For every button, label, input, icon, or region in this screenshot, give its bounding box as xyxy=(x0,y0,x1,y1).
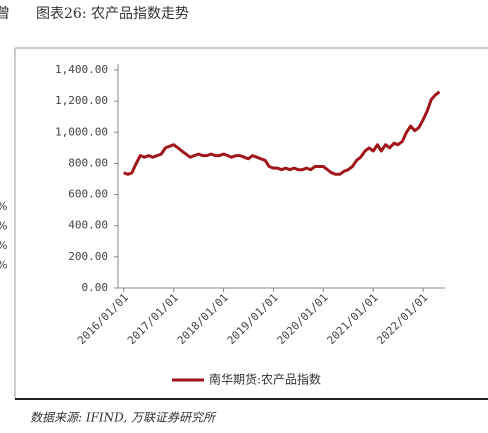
x-tick-label: 2017/01/01 xyxy=(125,291,181,347)
left-fragment: % xyxy=(0,239,7,252)
header-fragment: 曾 xyxy=(0,6,10,22)
x-tick-label: 2019/01/01 xyxy=(225,291,281,347)
left-fragment: % xyxy=(0,200,7,213)
x-tick-label: 2020/01/01 xyxy=(275,291,331,347)
left-fragment: % xyxy=(0,259,7,272)
y-tick-label: 1,000.00 xyxy=(55,125,108,138)
x-tick-label: 2021/01/01 xyxy=(325,291,381,347)
legend-label: 南华期货:农产品指数 xyxy=(209,372,321,387)
x-tick-label: 2016/01/01 xyxy=(75,291,131,347)
y-tick-label: 0.00 xyxy=(82,281,109,294)
source: 数据来源: IFIND, 万联证券研究所 xyxy=(30,411,217,425)
y-tick-label: 1,400.00 xyxy=(55,63,108,76)
y-tick-label: 1,200.00 xyxy=(55,94,108,107)
chart-title: 图表26: 农产品指数走势 xyxy=(36,6,189,22)
y-tick-label: 400.00 xyxy=(68,219,108,232)
x-tick-label: 2022/01/01 xyxy=(374,291,430,347)
series-line xyxy=(123,90,441,176)
y-tick-label: 800.00 xyxy=(68,156,108,169)
y-tick-label: 600.00 xyxy=(68,188,108,201)
y-tick-label: 200.00 xyxy=(68,250,108,263)
x-tick-label: 2018/01/01 xyxy=(175,291,231,347)
left-fragment: % xyxy=(0,220,7,233)
